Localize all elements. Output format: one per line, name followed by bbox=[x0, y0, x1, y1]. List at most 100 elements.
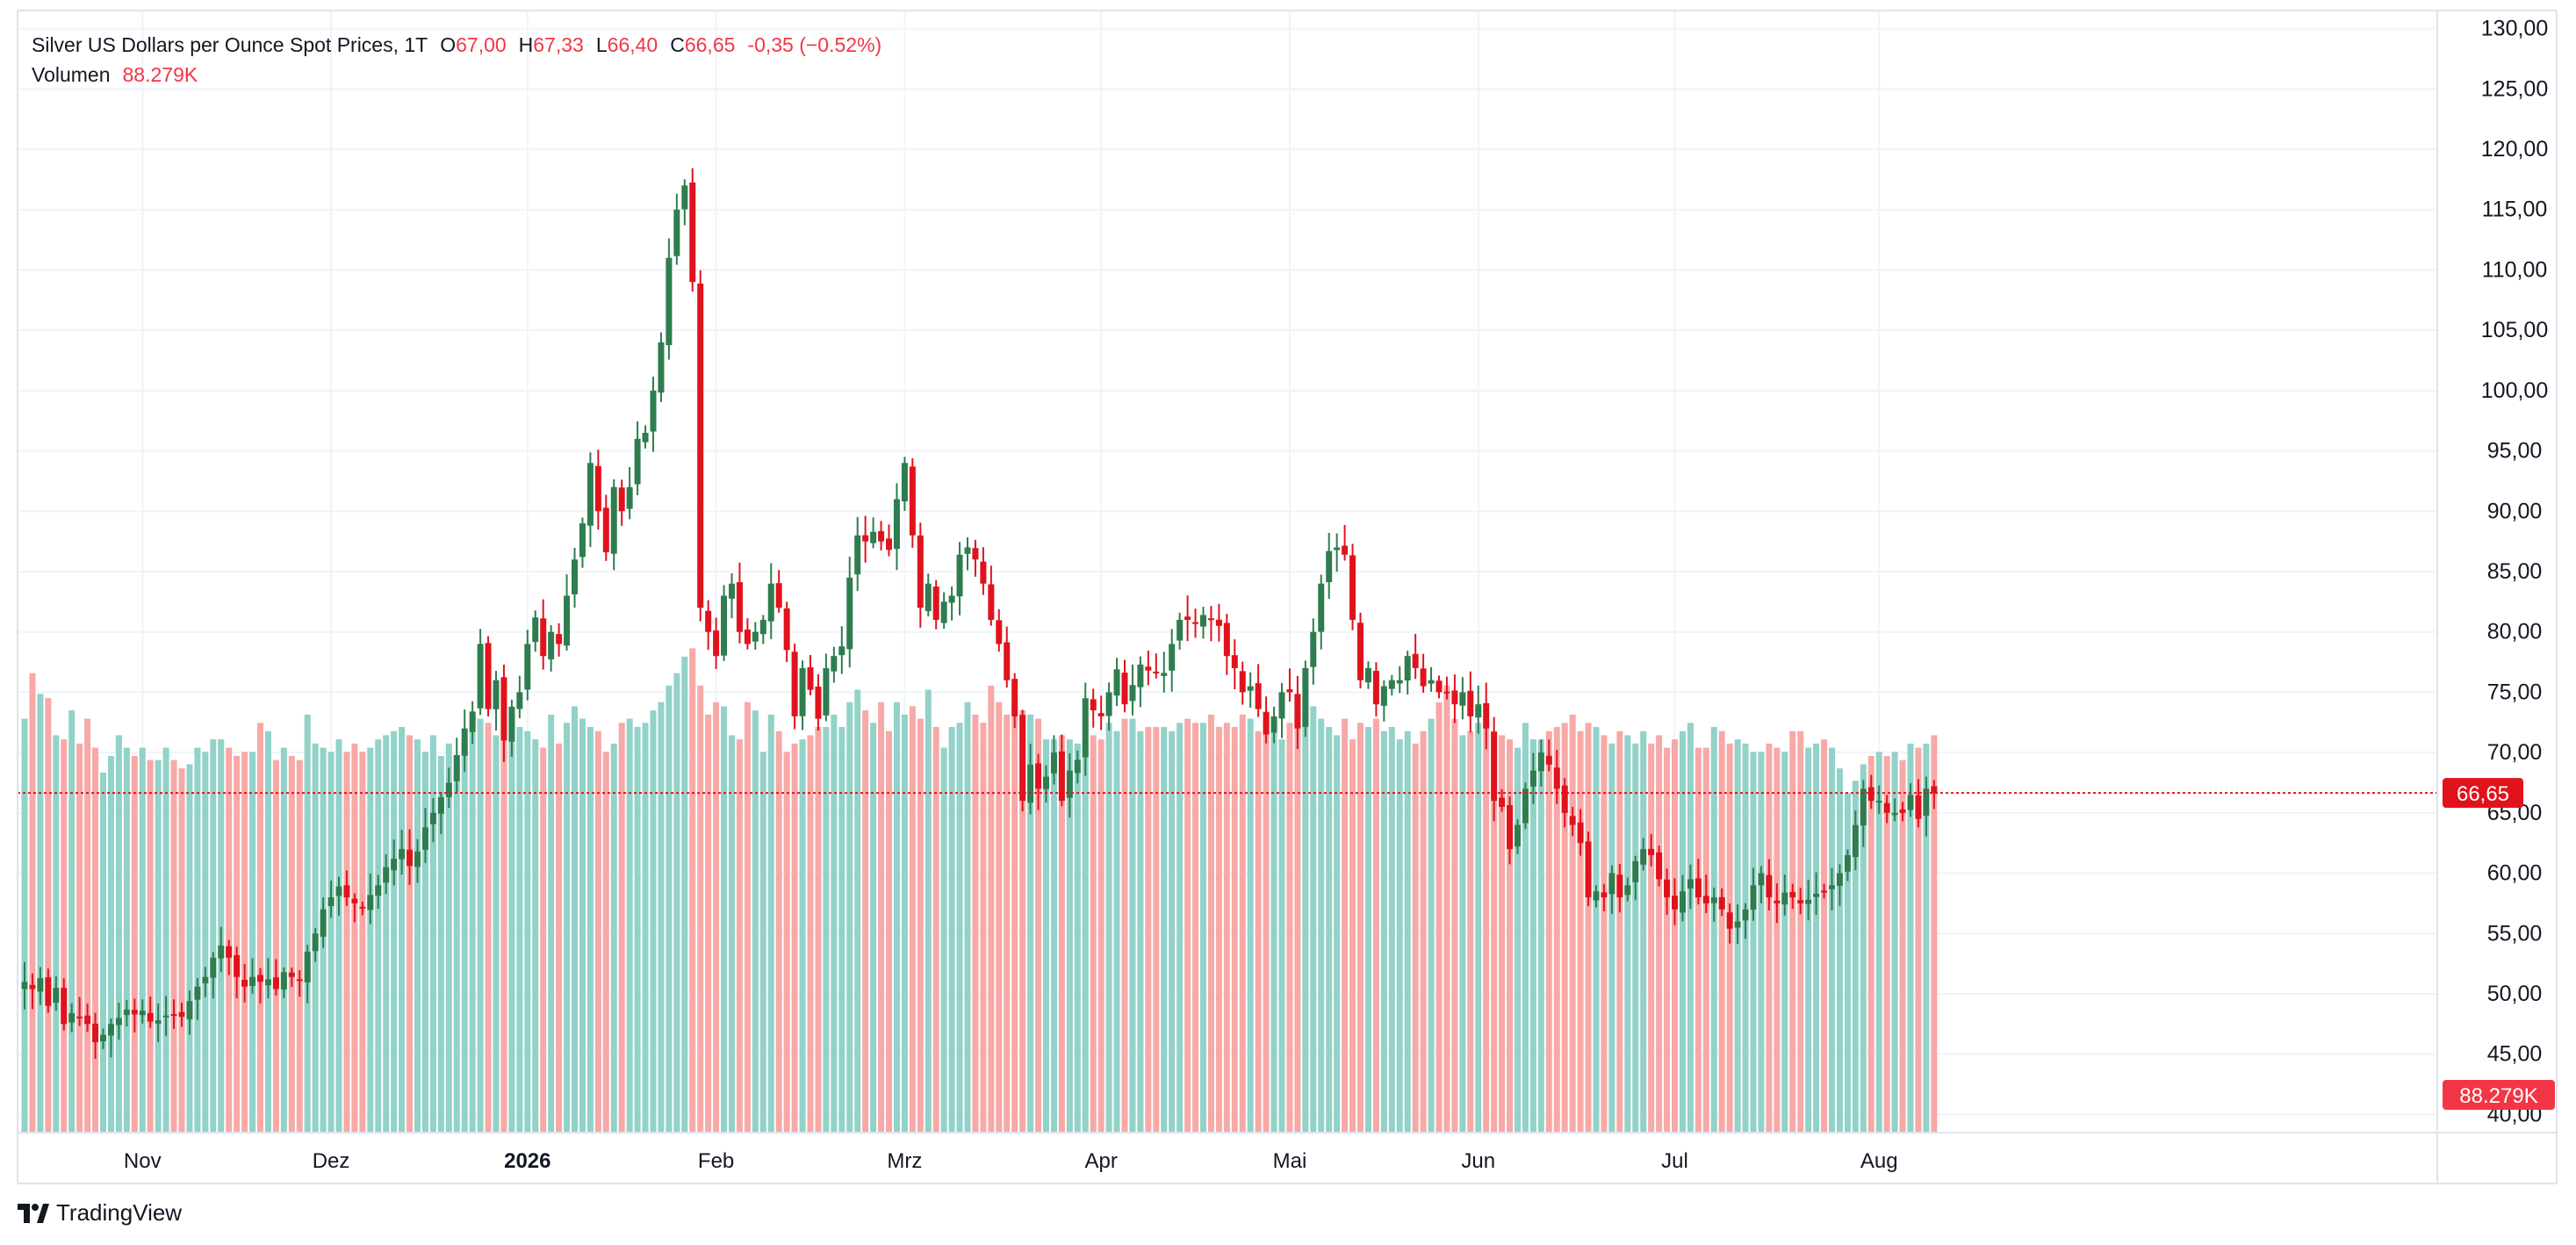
volume-bar bbox=[162, 747, 169, 1133]
candle-body bbox=[1404, 656, 1411, 681]
volume-bar bbox=[429, 735, 436, 1133]
candle-body bbox=[123, 1009, 130, 1016]
candle-body bbox=[1334, 547, 1341, 551]
candle-body bbox=[1004, 642, 1011, 680]
volume-bar bbox=[729, 735, 735, 1133]
candle-body bbox=[1145, 666, 1152, 671]
candle-body bbox=[729, 583, 735, 599]
candle-body bbox=[1169, 644, 1176, 671]
volume-bar bbox=[343, 752, 350, 1133]
volume-bar bbox=[1145, 727, 1152, 1133]
volume-bar bbox=[838, 727, 845, 1133]
candle-body bbox=[1656, 852, 1663, 880]
volume-bar bbox=[100, 772, 106, 1133]
time-axis[interactable]: Nov Dez 2026 Feb Mrz Apr Mai Jun Jul Aug bbox=[124, 1149, 1898, 1173]
time-tick-label: Aug bbox=[1860, 1149, 1898, 1173]
symbol-title[interactable]: Silver US Dollars per Ounce Spot Prices,… bbox=[32, 33, 428, 56]
volume-bar bbox=[1507, 739, 1514, 1133]
volume-bar bbox=[234, 756, 241, 1133]
candle-body bbox=[234, 954, 241, 977]
volume-bar bbox=[359, 752, 366, 1133]
candle-body bbox=[658, 342, 665, 393]
candle-body bbox=[1223, 622, 1230, 657]
candle-body bbox=[1616, 874, 1623, 898]
candle-body bbox=[1050, 752, 1057, 774]
volume-bar bbox=[980, 723, 987, 1133]
candle-body bbox=[264, 979, 271, 986]
volume-bar bbox=[602, 752, 609, 1133]
candle-body bbox=[1318, 583, 1325, 632]
candle-body bbox=[1428, 680, 1435, 684]
candle-body bbox=[1640, 849, 1647, 865]
candle-body bbox=[407, 849, 414, 867]
price-tick-label: 115,00 bbox=[2482, 198, 2548, 222]
volume-bar bbox=[1215, 727, 1222, 1133]
candle-body bbox=[1326, 551, 1333, 583]
volume-bar bbox=[453, 756, 460, 1133]
high-label: H bbox=[518, 33, 534, 56]
close-value: 66,65 bbox=[684, 33, 736, 56]
price-axis[interactable]: 130,00 125,00 120,00 115,00 110,00 105,00 100,… bbox=[2481, 17, 2548, 1127]
candle-body bbox=[1467, 690, 1474, 716]
candle-body bbox=[1270, 716, 1277, 733]
volume-bar bbox=[1263, 718, 1270, 1133]
candle-body bbox=[1899, 809, 1906, 813]
candle-body bbox=[37, 978, 44, 992]
volume-bar bbox=[1121, 718, 1128, 1133]
candle-body bbox=[666, 257, 673, 346]
volume-bar bbox=[1035, 718, 1042, 1133]
volume-bar bbox=[759, 752, 766, 1133]
candle-body bbox=[1255, 683, 1262, 709]
candle-body bbox=[1774, 900, 1781, 903]
volume-bar bbox=[1624, 735, 1631, 1133]
candle-body bbox=[1011, 679, 1018, 716]
candle-body bbox=[602, 507, 609, 553]
volume-bar bbox=[1247, 718, 1254, 1133]
tradingview-icon bbox=[18, 1203, 49, 1223]
volume-bar bbox=[579, 718, 586, 1133]
volume-bar bbox=[594, 730, 601, 1133]
candle-body bbox=[870, 531, 877, 543]
volume-bar bbox=[155, 759, 162, 1133]
candle-body bbox=[736, 582, 743, 632]
volume-bar bbox=[1601, 735, 1608, 1133]
candle-body bbox=[45, 977, 52, 1006]
tradingview-logo[interactable]: TradingView bbox=[18, 1199, 182, 1227]
candle-body bbox=[1593, 891, 1600, 901]
volume-bar bbox=[1656, 735, 1663, 1133]
volume-bar bbox=[1718, 730, 1725, 1133]
volume-bar bbox=[1569, 714, 1576, 1133]
candle-body bbox=[493, 680, 500, 709]
candle-body bbox=[414, 851, 421, 867]
candle-body bbox=[1372, 671, 1379, 705]
price-tick-label: 130,00 bbox=[2481, 17, 2548, 41]
candle-body bbox=[1121, 673, 1128, 705]
candle-body bbox=[626, 486, 633, 509]
volume-bar bbox=[477, 718, 484, 1133]
volume-bar bbox=[437, 756, 444, 1133]
candle-body bbox=[980, 561, 987, 584]
candle-body bbox=[1043, 776, 1049, 789]
volume-bar bbox=[1294, 710, 1301, 1133]
candle-body bbox=[288, 972, 295, 977]
volume-bar bbox=[296, 759, 303, 1133]
candle-body bbox=[1019, 715, 1026, 802]
volume-bar bbox=[713, 702, 720, 1133]
volume-bar bbox=[744, 702, 751, 1133]
volume-bar bbox=[1593, 727, 1600, 1133]
volume-bar bbox=[241, 752, 248, 1133]
legend-price-row: Silver US Dollars per Ounce Spot Prices,… bbox=[32, 30, 881, 60]
candle-body bbox=[564, 595, 571, 646]
volume-label[interactable]: Volumen bbox=[32, 63, 111, 86]
volume-bar bbox=[705, 714, 712, 1133]
volume-bar bbox=[1537, 739, 1544, 1133]
volume-bar bbox=[932, 727, 939, 1133]
candle-body bbox=[1915, 795, 1922, 819]
volume-bar bbox=[1499, 735, 1506, 1133]
candle-body bbox=[367, 895, 374, 910]
volume-bar bbox=[485, 723, 492, 1133]
candle-body bbox=[1215, 619, 1222, 626]
candle-body bbox=[1867, 787, 1874, 802]
legend-volume-row: Volumen 88.279K bbox=[32, 60, 881, 90]
